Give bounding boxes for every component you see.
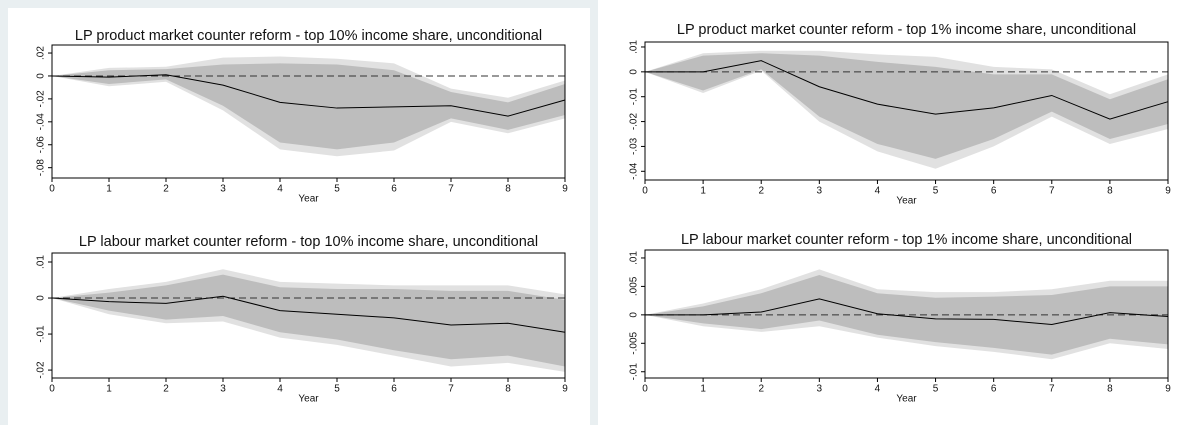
confidence-band (645, 53, 1168, 159)
x-tick-label: 6 (391, 184, 397, 195)
plot-frame (644, 41, 1169, 181)
x-tick-label: 0 (49, 384, 55, 395)
x-tick-label: 3 (817, 186, 823, 197)
x-tick-label: 2 (163, 384, 169, 395)
y-tick-label: .02 (36, 46, 47, 60)
y-tick-label: 0 (629, 69, 640, 75)
x-tick-label: 7 (1049, 384, 1055, 395)
y-tick-label: .01 (629, 40, 640, 54)
y-tick-label: -.02 (629, 113, 640, 131)
estimate-line (645, 60, 1169, 120)
x-tick-label: 4 (277, 384, 283, 395)
x-tick-label: 3 (220, 184, 226, 195)
x-tick-label: 9 (1165, 186, 1171, 197)
x-axis-label: Year (896, 394, 917, 405)
x-tick-label: 1 (700, 186, 706, 197)
y-tick-label: -.02 (36, 90, 47, 108)
x-tick-label: 8 (1107, 384, 1113, 395)
x-tick-label: 4 (875, 384, 881, 395)
y-tick-label: -.01 (629, 363, 640, 381)
x-tick-label: 8 (505, 384, 511, 395)
x-tick-label: 1 (106, 184, 112, 195)
y-tick-label: .01 (629, 251, 640, 265)
x-tick-label: 3 (817, 384, 823, 395)
chart-title: LP labour market counter reform - top 1%… (681, 232, 1132, 248)
x-tick-label: 5 (334, 384, 340, 395)
y-tick-label: -.01 (36, 325, 47, 343)
x-tick-label: 9 (1165, 384, 1171, 395)
y-tick-label: -.02 (36, 361, 47, 379)
x-tick-label: 6 (391, 384, 397, 395)
chart-title: LP product market counter reform - top 1… (677, 22, 1136, 38)
y-tick-label: 0 (36, 295, 47, 301)
x-tick-label: 2 (758, 186, 764, 197)
confidence-band (645, 275, 1168, 355)
x-tick-label: 6 (991, 186, 997, 197)
x-tick-label: 8 (505, 184, 511, 195)
x-tick-label: 1 (106, 384, 112, 395)
x-tick-label: 5 (933, 384, 939, 395)
x-tick-label: 7 (1049, 186, 1055, 197)
x-tick-label: 4 (277, 184, 283, 195)
y-tick-label: -.04 (36, 113, 47, 131)
y-tick-label: .005 (629, 276, 640, 296)
y-tick-label: -.01 (629, 88, 640, 106)
x-tick-label: 2 (758, 384, 764, 395)
x-tick-label: 8 (1107, 186, 1113, 197)
x-tick-label: 6 (991, 384, 997, 395)
x-tick-label: 0 (49, 184, 55, 195)
y-tick-label: 0 (629, 312, 640, 318)
chart-title: LP labour market counter reform - top 10… (79, 234, 538, 250)
x-axis-label: Year (298, 194, 319, 205)
x-axis-label: Year (298, 394, 319, 405)
y-tick-label: 0 (36, 73, 47, 79)
x-axis-label: Year (896, 196, 917, 207)
y-tick-label: -.06 (36, 136, 47, 154)
plot-frame (51, 44, 566, 179)
y-tick-label: -.04 (629, 162, 640, 180)
x-tick-label: 9 (562, 384, 568, 395)
x-tick-label: 7 (448, 184, 454, 195)
chart-title: LP product market counter reform - top 1… (75, 28, 542, 44)
x-tick-label: 2 (163, 184, 169, 195)
x-tick-label: 0 (642, 384, 648, 395)
y-tick-label: .01 (36, 255, 47, 269)
plot-frame (644, 249, 1169, 379)
confidence-band (52, 63, 565, 150)
x-tick-label: 4 (875, 186, 881, 197)
estimate-line (645, 298, 1169, 326)
y-tick-label: -.08 (36, 159, 47, 177)
estimate-line (51, 74, 566, 117)
x-tick-label: 9 (562, 184, 568, 195)
y-tick-label: -.005 (629, 331, 640, 354)
x-tick-label: 5 (334, 184, 340, 195)
x-tick-label: 3 (220, 384, 226, 395)
estimate-line (51, 295, 566, 333)
x-tick-label: 5 (933, 186, 939, 197)
plot-frame (51, 252, 566, 379)
x-tick-label: 7 (448, 384, 454, 395)
x-tick-label: 0 (642, 186, 648, 197)
y-tick-label: -.03 (629, 137, 640, 155)
confidence-band (52, 274, 565, 367)
x-tick-label: 1 (700, 384, 706, 395)
